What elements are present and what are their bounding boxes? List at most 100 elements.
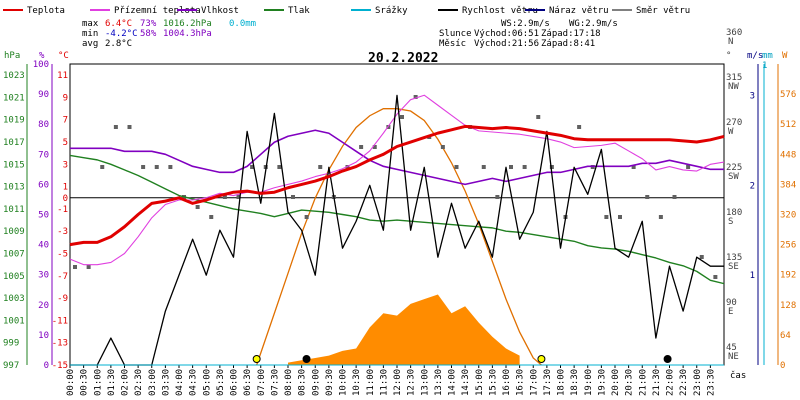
wind-dir-point bbox=[127, 125, 132, 129]
marker-sunrise bbox=[252, 355, 261, 363]
humidity-tick: 50 bbox=[38, 211, 49, 221]
pressure-tick: 1005 bbox=[3, 272, 25, 282]
x-tick-label: 10:00 bbox=[339, 369, 349, 396]
wind-dir-tick-label: W bbox=[728, 127, 734, 137]
x-tick-label: 03:00 bbox=[148, 369, 158, 396]
wind-dir-tick-label: NW bbox=[728, 82, 739, 92]
wind-dir-point bbox=[304, 215, 309, 219]
x-tick-label: 17:00 bbox=[529, 369, 539, 396]
unit-ms: m/s bbox=[747, 51, 763, 61]
wind-dir-tick-label: SW bbox=[728, 172, 739, 182]
legend-label: Teplota bbox=[27, 6, 65, 16]
x-tick-label: 08:00 bbox=[284, 369, 294, 396]
x-tick-label: 22:00 bbox=[666, 369, 676, 396]
wind-dir-point bbox=[699, 255, 704, 259]
wind-dir-point bbox=[577, 125, 582, 129]
stat-max-label: max bbox=[82, 19, 99, 29]
wind-dir-point bbox=[250, 165, 255, 169]
x-tick-label: 14:30 bbox=[461, 369, 471, 396]
x-tick-label: 21:30 bbox=[652, 369, 662, 396]
pressure-tick: 1009 bbox=[3, 227, 25, 237]
stat-avg-temp: 2.8°C bbox=[105, 39, 132, 49]
temperature-tick: 9 bbox=[63, 93, 68, 103]
pressure-tick: 1019 bbox=[3, 116, 25, 126]
x-tick-label: 12:00 bbox=[393, 369, 403, 396]
wind-dir-point bbox=[195, 205, 200, 209]
stat-max-rain: 0.0mm bbox=[229, 19, 256, 29]
humidity-tick: 0 bbox=[44, 361, 49, 371]
pressure-tick: 1003 bbox=[3, 294, 25, 304]
wind-dir-point bbox=[168, 165, 173, 169]
series-ground-temperature bbox=[69, 94, 725, 266]
legend: Teplota Přízemní teplota Vlhkost Tlak Srážky… bbox=[3, 6, 690, 16]
x-tick-label: 04:30 bbox=[189, 369, 199, 396]
wind-dir-point bbox=[454, 165, 459, 169]
x-tick-label: 23:00 bbox=[693, 369, 703, 396]
temperature-tick: 5 bbox=[63, 138, 68, 148]
legend-label: Přízemní teplota bbox=[114, 6, 201, 16]
axis-units: hPa % °C ° m/s mm W čas bbox=[4, 51, 788, 381]
unit-w: W bbox=[782, 51, 788, 61]
series-pressure bbox=[69, 154, 725, 285]
solar-tick: 192 bbox=[780, 271, 796, 281]
x-tick-label: 07:00 bbox=[257, 369, 267, 396]
wind-dir-point bbox=[141, 165, 146, 169]
stat-max-hum: 73% bbox=[140, 19, 157, 29]
x-tick-label: 16:30 bbox=[516, 369, 526, 396]
humidity-tick: 30 bbox=[38, 271, 49, 281]
temperature-tick: -7 bbox=[57, 272, 68, 282]
temperature-tick: -1 bbox=[57, 205, 68, 215]
temperature-tick: -11 bbox=[52, 316, 68, 326]
plot-area: 9979991001100310051007100910111013101510… bbox=[3, 28, 796, 396]
x-tick-label: 02:30 bbox=[134, 369, 144, 396]
wind-dir-point bbox=[618, 215, 622, 219]
solar-tick: 512 bbox=[780, 120, 796, 130]
x-tick-label: 03:30 bbox=[161, 369, 171, 396]
wind-dir-point bbox=[713, 275, 718, 279]
wind-dir-point bbox=[658, 215, 663, 219]
stat-min-label: min bbox=[82, 29, 98, 39]
x-tick-label: 12:30 bbox=[407, 369, 417, 396]
wind-dir-point bbox=[413, 95, 418, 99]
temperature-tick: -9 bbox=[57, 294, 68, 304]
x-axis: 00:00 00:30 01:00 01:30 02:00 02:30 03:00 03:30… bbox=[66, 365, 716, 396]
humidity-tick: 70 bbox=[38, 150, 49, 160]
solar-tick: 448 bbox=[780, 150, 796, 160]
pressure-tick: 1015 bbox=[3, 160, 25, 170]
x-tick-label: 19:00 bbox=[584, 369, 594, 396]
legend-label: Srážky bbox=[375, 6, 408, 16]
wind-dir-tick: 270 bbox=[726, 118, 742, 128]
pressure-tick: 1011 bbox=[3, 205, 25, 215]
x-tick-label: 11:30 bbox=[379, 369, 389, 396]
x-tick-label: 13:00 bbox=[420, 369, 430, 396]
x-tick-label: 02:00 bbox=[121, 369, 131, 396]
humidity-tick: 10 bbox=[38, 331, 49, 341]
sun-rise: Východ:06:51 bbox=[474, 29, 539, 39]
wind-dir-tick: 45 bbox=[726, 343, 737, 353]
stats-panel: max 6.4°C 73% 1016.2hPa 0.0mm min -4.2°C… bbox=[82, 19, 256, 49]
wind-dir-point bbox=[481, 165, 486, 169]
wind-dir-point bbox=[100, 165, 105, 169]
wind-dir-point bbox=[222, 195, 227, 199]
unit-time: čas bbox=[730, 370, 746, 381]
wind-dir-point bbox=[631, 165, 636, 169]
x-tick-label: 05:30 bbox=[216, 369, 226, 396]
solar-tick: 128 bbox=[780, 301, 796, 311]
wind-dir-point bbox=[522, 165, 527, 169]
wind-dir-tick: 315 bbox=[726, 73, 742, 83]
stat-max-temp: 6.4°C bbox=[105, 19, 132, 29]
x-tick-label: 10:30 bbox=[352, 369, 362, 396]
stat-min-hum: 58% bbox=[140, 29, 157, 39]
wind-dir-point bbox=[154, 165, 159, 169]
moon-rise: Východ:21:56 bbox=[474, 39, 539, 49]
series-wind-speed bbox=[70, 94, 724, 366]
wind-dir-point bbox=[672, 195, 677, 199]
pressure-tick: 1021 bbox=[3, 93, 25, 103]
wind-dir-point bbox=[73, 265, 77, 269]
pressure-tick: 1013 bbox=[3, 183, 25, 193]
marker-moonset bbox=[302, 355, 311, 363]
humidity-tick: 90 bbox=[38, 90, 49, 100]
marker-sunset bbox=[537, 355, 546, 363]
x-tick-label: 00:00 bbox=[66, 369, 76, 396]
